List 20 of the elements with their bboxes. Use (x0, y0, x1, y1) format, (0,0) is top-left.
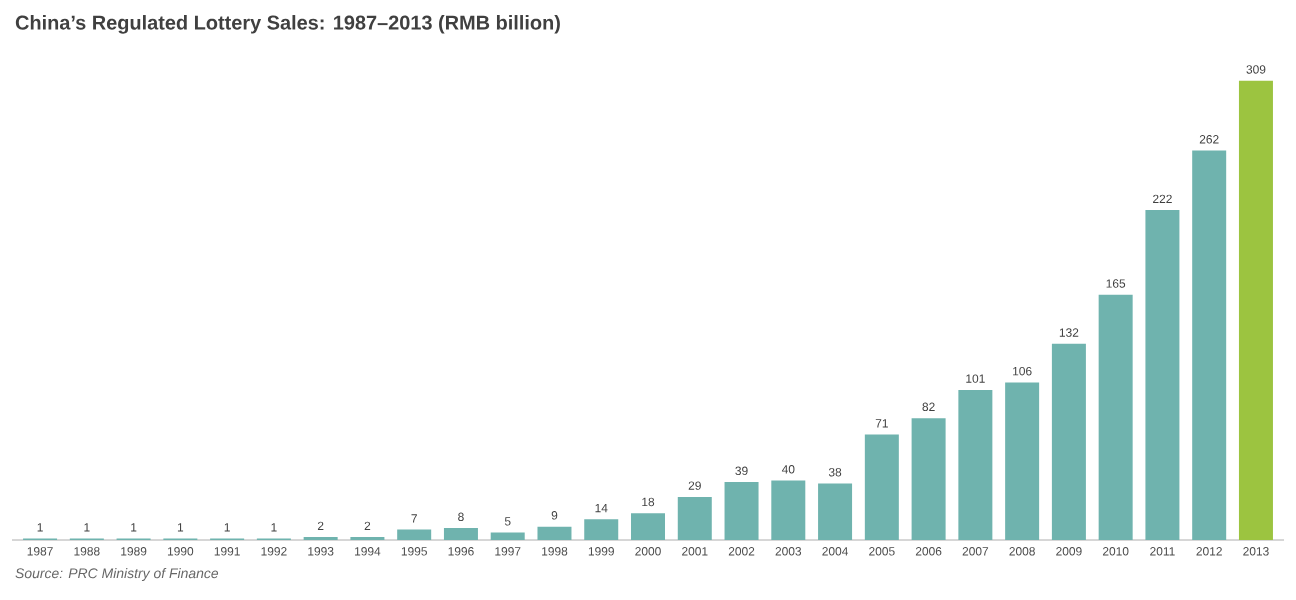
bar (958, 389, 993, 540)
bar (911, 418, 946, 540)
bar (677, 496, 712, 540)
bar (1192, 150, 1227, 540)
bar (490, 532, 525, 540)
bar (537, 526, 572, 540)
chart-title: China’s Regulated Lottery Sales: 1987–2013 (RMB billion) (15, 15, 560, 34)
bar (1238, 80, 1273, 540)
bar (818, 483, 853, 540)
bar (864, 434, 899, 540)
bar (1005, 382, 1040, 540)
bar (1051, 343, 1086, 540)
bar (443, 528, 478, 540)
bar (397, 529, 432, 540)
bar (1145, 210, 1180, 540)
bar (724, 482, 759, 540)
bar (631, 513, 666, 540)
bar (584, 519, 619, 540)
bar (771, 480, 806, 540)
bar (1098, 294, 1133, 540)
